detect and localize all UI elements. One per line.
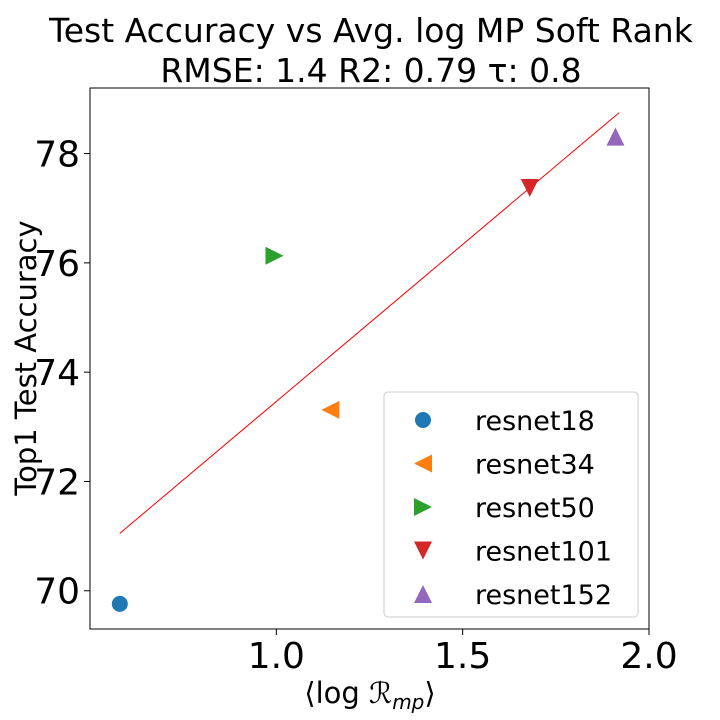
data-point-resnet18 bbox=[111, 595, 128, 612]
chart-title-line1: Test Accuracy vs Avg. log MP Soft Rank bbox=[48, 11, 694, 50]
legend-marker-resnet50 bbox=[414, 498, 432, 516]
legend-label-resnet18: resnet18 bbox=[475, 406, 595, 437]
data-point-resnet34 bbox=[321, 400, 340, 419]
y-tick-label: 72 bbox=[34, 462, 80, 503]
legend-label-resnet152: resnet152 bbox=[475, 580, 612, 611]
y-tick-label: 74 bbox=[34, 353, 80, 394]
y-tick-label: 76 bbox=[34, 244, 80, 285]
legend-label-resnet50: resnet50 bbox=[475, 493, 595, 524]
y-tick-label: 78 bbox=[34, 135, 80, 176]
data-point-resnet50 bbox=[265, 246, 284, 265]
data-point-resnet101 bbox=[520, 179, 539, 198]
chart-title-line2: RMSE: 1.4 R2: 0.79 τ: 0.8 bbox=[160, 51, 581, 90]
x-axis-label-subscript: mp bbox=[392, 690, 424, 714]
y-tick-label: 70 bbox=[34, 572, 80, 613]
axis-ticks: 1.0 1.5 2.0 70 72 74 76 78 bbox=[34, 135, 677, 677]
legend-marker-resnet18 bbox=[415, 412, 431, 428]
legend-marker-resnet152 bbox=[414, 585, 432, 603]
axes-frame bbox=[89, 87, 650, 630]
x-tick-label: 1.5 bbox=[434, 636, 491, 677]
legend-marker-resnet101 bbox=[414, 541, 432, 560]
x-tick-label: 1.0 bbox=[248, 636, 305, 677]
x-tick-label: 2.0 bbox=[620, 636, 677, 677]
legend-marker-resnet34 bbox=[414, 454, 432, 473]
legend: resnet18 resnet34 resnet50 resnet101 resnet1… bbox=[383, 391, 639, 618]
x-axis-label-main: ⟨log ℛ bbox=[304, 676, 392, 710]
plot-area bbox=[111, 112, 625, 612]
y-axis-label: Top1 Test Accuracy bbox=[9, 220, 43, 496]
legend-box bbox=[383, 391, 639, 618]
legend-items: resnet18 resnet34 resnet50 resnet101 resnet1… bbox=[414, 406, 612, 611]
x-axis-label: ⟨log ℛmp⟩ bbox=[304, 676, 435, 714]
legend-label-resnet101: resnet101 bbox=[475, 537, 612, 568]
legend-label-resnet34: resnet34 bbox=[475, 450, 595, 481]
x-axis-label-end: ⟩ bbox=[424, 676, 435, 710]
data-point-resnet152 bbox=[606, 127, 625, 146]
